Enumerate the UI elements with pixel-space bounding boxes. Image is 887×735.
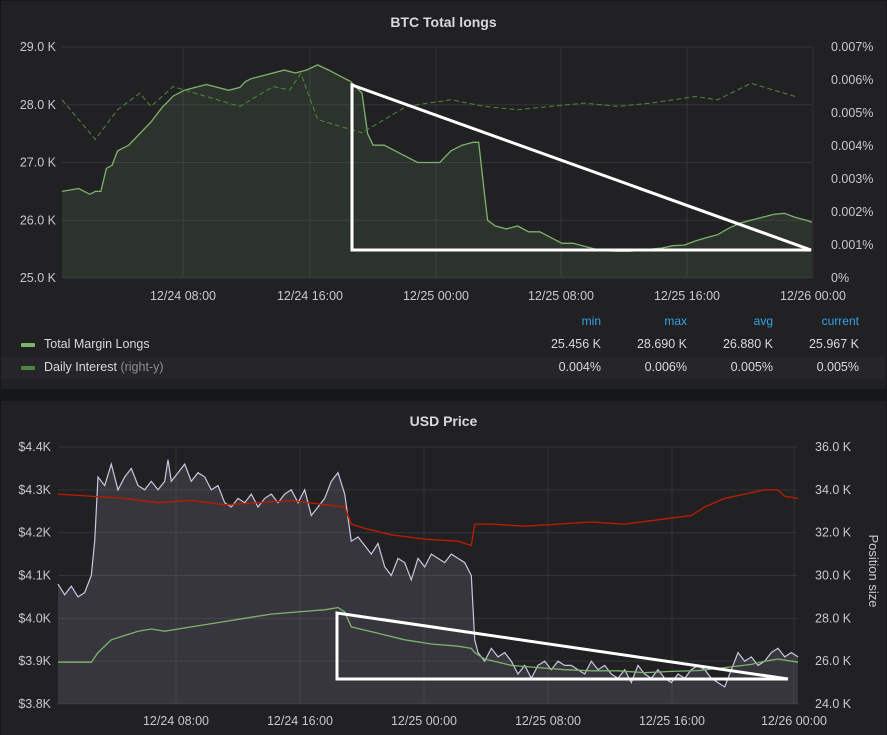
legend-swatch [21, 366, 35, 370]
series-line-usd-price [57, 459, 799, 688]
y-right-axis-tick-label: 0.007% [831, 40, 873, 54]
panel-title[interactable]: USD Price [409, 413, 478, 429]
legend-header-max[interactable]: max [664, 314, 687, 328]
x-axis-tick-label: 12/26 00:00 [761, 714, 827, 728]
legend-axis-note: (right-y) [120, 360, 164, 374]
legend-min-value: 25.456 K [550, 337, 601, 351]
legend-max-value: 28.690 K [636, 337, 687, 351]
y-axis-tick-label: $3.9K [18, 654, 51, 668]
series-area-usd-price [58, 459, 798, 704]
y-right-axis-tick-label: 36.0 K [815, 440, 852, 454]
y-right-axis-tick-label: 0.002% [831, 205, 873, 219]
y-axis-tick-label: 25.0 K [20, 271, 57, 285]
legend-max-value: 0.006% [644, 360, 687, 374]
legend-min-value: 0.004% [558, 360, 601, 374]
x-axis-tick-label: 12/25 08:00 [515, 714, 581, 728]
y-axis-tick-label: 27.0 K [20, 156, 57, 170]
x-axis-tick-label: 12/24 08:00 [150, 289, 216, 303]
usd-price-chart: $3.8K $3.9K $4.0K $4.1K $4.2K $4.3K $4.4K 12/24… [18, 440, 881, 728]
y-right-axis-tick-label: 0.003% [831, 172, 873, 186]
annotation-triangle [335, 611, 789, 681]
y-axis-tick-label: 26.0 K [20, 213, 57, 227]
legend-current-value: 0.005% [816, 360, 859, 374]
legend-avg-value: 0.005% [730, 360, 773, 374]
y-axis-tick-label: $4.3K [18, 483, 51, 497]
series-area-total-margin-longs [62, 64, 812, 279]
x-axis-tick-label: 12/24 16:00 [277, 289, 343, 303]
y-right-axis-tick-label: 34.0 K [815, 483, 852, 497]
y-axis-tick-label: $4.1K [18, 569, 51, 583]
legend-header-current[interactable]: current [821, 314, 859, 328]
y-right-axis-tick-label: 28.0 K [815, 611, 852, 625]
y-right-axis-tick-label: 26.0 K [815, 654, 852, 668]
x-axis-tick-label: 12/25 16:00 [654, 289, 720, 303]
legend-series-name[interactable]: Total Margin Longs [44, 337, 150, 351]
btc-total-longs-chart: 25.0 K 26.0 K 27.0 K 28.0 K 29.0 K 12/24 08:0… [20, 40, 874, 303]
y-right-axis-tick-label: 0% [831, 271, 849, 285]
annotation-triangle [350, 82, 812, 252]
x-axis-tick-label: 12/25 00:00 [391, 714, 457, 728]
series-line-total-margin-longs [61, 64, 813, 253]
y-axis-tick-label: $3.8K [18, 697, 51, 711]
legend-row-daily-interest[interactable]: Daily Interest (right-y) 0.004% 0.006% 0… [1, 357, 886, 379]
legend-avg-value: 26.880 K [722, 337, 773, 351]
panel-title[interactable]: BTC Total longs [390, 14, 497, 30]
y-axis-tick-label: $4.4K [18, 440, 51, 454]
series-line-daily-interest [61, 72, 796, 141]
legend-series-name[interactable]: Daily Interest (right-y) [44, 360, 164, 374]
y-right-axis-tick-label: 24.0 K [815, 697, 852, 711]
y-right-axis-tick-label: 0.004% [831, 139, 873, 153]
y-right-axis-tick-label: 30.0 K [815, 569, 852, 583]
y-axis-tick-label: 28.0 K [20, 98, 57, 112]
x-axis-tick-label: 12/25 08:00 [528, 289, 594, 303]
y-right-axis-tick-label: 0.006% [831, 73, 873, 87]
legend-header-min[interactable]: min [581, 314, 601, 328]
y-axis-tick-label: $4.2K [18, 526, 51, 540]
legend-row-total-margin-longs[interactable]: Total Margin Longs 25.456 K 28.690 K 26.… [1, 334, 886, 356]
usd-price-panel: USD Price $3.8K $3.9K $4.0K $4.1K $4.2K $4.3K… [1, 401, 886, 735]
x-axis-tick-label: 12/26 00:00 [780, 289, 846, 303]
y-right-axis-tick-label: 0.001% [831, 238, 873, 252]
y-right-axis-tick-label: 0.005% [831, 106, 873, 120]
btc-total-longs-panel: BTC Total longs 25.0 K 26.0 K 27.0 K 28.0 K… [1, 1, 886, 389]
series-line-usd-price-red [57, 489, 799, 547]
x-axis-tick-label: 12/24 16:00 [267, 714, 333, 728]
y-right-axis-label: Position size [866, 535, 881, 608]
x-axis-tick-label: 12/25 00:00 [403, 289, 469, 303]
y-right-axis-tick-label: 32.0 K [815, 526, 852, 540]
x-axis-tick-label: 12/25 16:00 [639, 714, 705, 728]
series-line-position-size [58, 606, 799, 674]
legend-current-value: 25.967 K [808, 337, 859, 351]
legend-header-avg[interactable]: avg [753, 314, 773, 328]
legend-swatch [21, 343, 35, 347]
y-axis-tick-label: 29.0 K [20, 40, 57, 54]
y-axis-tick-label: $4.0K [18, 611, 51, 625]
x-axis-tick-label: 12/24 08:00 [143, 714, 209, 728]
